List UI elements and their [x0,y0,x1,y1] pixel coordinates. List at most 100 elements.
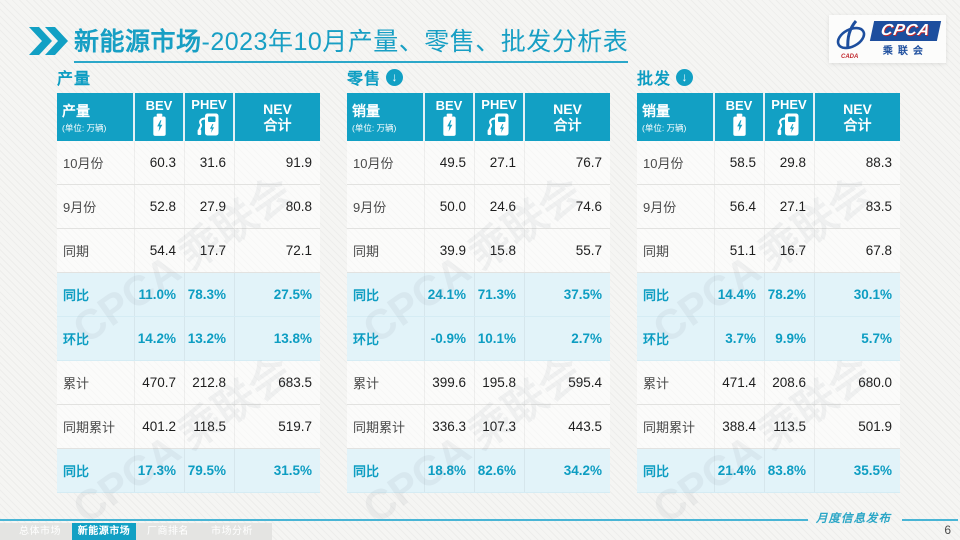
table-section-production: 产量 产量 (单位: 万辆) BEV PHEV NEV 合计 10月份 60.3 31.6 91.9… [57,64,320,532]
table-row: 同期累计 401.2 118.5 519.7 [57,405,320,449]
row-label: 环比 [347,317,425,360]
header-bev-cell: BEV [135,93,185,141]
table-header-row: 销量 (单位: 万辆) BEV PHEV NEV 合计 [347,93,610,141]
bottom-nav-tabs: 总体市场 新能源市场 厂商排名 市场分析 [0,523,272,540]
table-cell: 49.5 [425,141,475,184]
measure-label: 销量 [642,102,670,119]
nav-tab-4[interactable]: 市场分析 [211,526,253,537]
table-cell: 683.5 [278,375,312,390]
header-measure-cell: 产量 (单位: 万辆) [57,93,135,141]
page-title-rest: -2023年10月产量、零售、批发分析表 [201,28,629,56]
charger-icon [487,113,509,136]
table-row: 同比 21.4% 83.8% 35.5% [637,449,900,493]
nav-tab-3[interactable]: 厂商排名 [147,526,189,537]
phev-column-label: PHEV [191,97,227,112]
table-cell: 17.7 [185,229,235,272]
table-cell: 595.4 [568,375,602,390]
table-cell: 15.8 [475,229,525,272]
nav-tab-1[interactable]: 总体市场 [19,526,61,537]
table-cell: 27.1 [765,185,815,228]
table-cell: 471.4 [715,361,765,404]
row-label: 同比 [637,449,715,492]
table-cell: 72.1 [285,243,312,258]
row-label: 环比 [57,317,135,360]
row-label: 9月份 [637,185,715,228]
row-label: 累计 [57,361,135,404]
table-cell: 71.3% [475,273,525,316]
table-cell: 13.2% [185,317,235,360]
table-row: 累计 399.6 195.8 595.4 [347,361,610,405]
measure-label: 销量 [352,102,380,119]
table-section-retail: 零售 ↓ 销量 (单位: 万辆) BEV PHEV NEV 合计 10月份 49.5 27.1 76.… [347,64,610,532]
table-cell: 680.0 [858,375,892,390]
cpca-wordmark: CPCA [869,21,942,41]
charger-icon [777,113,799,136]
table-row: 环比 14.2% 13.2% 13.8% [57,317,320,361]
table-cell: 29.8 [765,141,815,184]
table-cell: 13.8% [273,331,312,346]
table-cell: 27.9 [185,185,235,228]
page-title-emphasis: 新能源市场 [74,28,202,56]
bev-column-label: BEV [435,97,463,113]
table-cell: 78.2% [765,273,815,316]
unit-label: (单位: 万辆) [62,122,107,133]
table-header-row: 销量 (单位: 万辆) BEV PHEV NEV 合计 [637,93,900,141]
header-nev-cell: NEV 合计 [525,93,610,141]
table-row: 累计 470.7 212.8 683.5 [57,361,320,405]
footer-divider-line-right [902,519,958,521]
table-cell: 24.1% [425,273,475,316]
bev-column-label: BEV [145,97,173,113]
phev-column-label: PHEV [771,97,807,112]
title-chevron-icon [28,26,70,61]
table-cell: 113.5 [765,405,815,448]
table-cell: 401.2 [135,405,185,448]
table-row: 累计 471.4 208.6 680.0 [637,361,900,405]
header-phev-cell: PHEV [765,93,815,141]
nev-total-label: 合计 [843,117,872,133]
table-cell: 399.6 [425,361,475,404]
row-label: 10月份 [57,141,135,184]
header-measure-cell: 销量 (单位: 万辆) [347,93,425,141]
table-row: 10月份 58.5 29.8 88.3 [637,141,900,185]
row-label: 累计 [637,361,715,404]
table-row: 同比 14.4% 78.2% 30.1% [637,273,900,317]
row-label: 同比 [347,273,425,316]
row-label: 同期累计 [637,405,715,448]
table-cell: 16.7 [765,229,815,272]
table-row: 同比 17.3% 79.5% 31.5% [57,449,320,493]
header-phev-cell: PHEV [475,93,525,141]
table-cell: 58.5 [715,141,765,184]
table-row: 同期 39.9 15.8 55.7 [347,229,610,273]
table-row: 10月份 60.3 31.6 91.9 [57,141,320,185]
row-label: 同期 [637,229,715,272]
table-cell: 17.3% [135,449,185,492]
table-row: 同期 54.4 17.7 72.1 [57,229,320,273]
table-row: 同期累计 388.4 113.5 501.9 [637,405,900,449]
page-title: 新能源市场-2023年10月产量、零售、批发分析表 [74,22,629,63]
measure-label: 产量 [62,102,90,119]
table-row: 同期累计 336.3 107.3 443.5 [347,405,610,449]
section-title: 批发 [637,71,672,88]
row-label: 10月份 [637,141,715,184]
table-cell: 82.6% [475,449,525,492]
table-row: 同期 51.1 16.7 67.8 [637,229,900,273]
nav-tab-2[interactable]: 新能源市场 [72,523,136,540]
table-cell: 336.3 [425,405,475,448]
table-cell: 51.1 [715,229,765,272]
row-label: 9月份 [57,185,135,228]
footer-note: 月度信息发布 [816,513,891,525]
down-arrow-icon: ↓ [386,68,404,86]
row-label: 同期累计 [57,405,135,448]
row-label: 同比 [637,273,715,316]
table-cell: 3.7% [715,317,765,360]
table-cell: 107.3 [475,405,525,448]
nev-column-label: NEV [553,101,582,117]
table-cell: 31.5% [273,463,312,478]
table-cell: 35.5% [853,463,892,478]
table-row: 9月份 56.4 27.1 83.5 [637,185,900,229]
section-header: 产量 [57,64,320,90]
cada-label: CADA [841,54,858,60]
table-cell: 501.9 [858,419,892,434]
header-nev-cell: NEV 合计 [235,93,320,141]
